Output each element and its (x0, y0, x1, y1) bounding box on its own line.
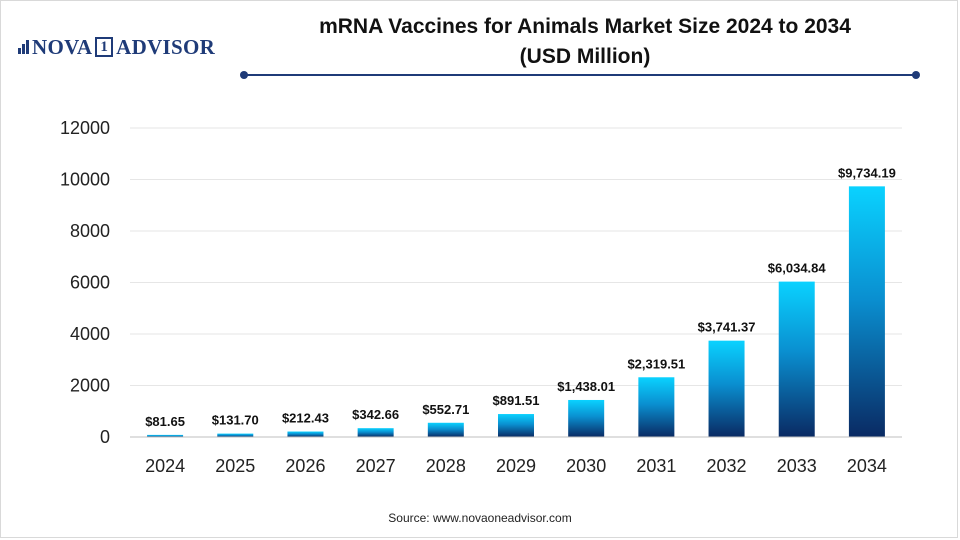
data-label-2030: $1,438.01 (557, 379, 615, 394)
bar-chart-icon (18, 40, 30, 54)
data-label-2031: $2,319.51 (627, 356, 685, 371)
data-label-2026: $212.43 (282, 411, 329, 426)
y-tick-label: 10000 (60, 170, 110, 190)
x-tick-label-2029: 2029 (496, 456, 536, 476)
data-labels: $81.65 $131.70 $212.43 $342.66 $552.71 $891.5… (145, 165, 896, 429)
x-tick-label-2028: 2028 (426, 456, 466, 476)
x-tick-label-2026: 2026 (285, 456, 325, 476)
y-tick-label: 6000 (70, 273, 110, 293)
data-label-2033: $6,034.84 (768, 261, 827, 276)
title-underline (240, 71, 920, 79)
bar-2024 (147, 434, 184, 437)
bar-2028 (427, 422, 464, 437)
chart-title-line2: (USD Million) (519, 45, 651, 68)
bar-2030 (568, 399, 605, 437)
bar-2034 (848, 186, 885, 437)
y-axis-ticks: 0 2000 4000 6000 8000 10000 12000 (60, 118, 110, 447)
y-tick-label: 0 (100, 427, 110, 447)
x-tick-label-2024: 2024 (145, 456, 185, 476)
logo-suffix: ADVISOR (116, 34, 216, 59)
y-tick-label: 12000 (60, 118, 110, 138)
data-label-2032: $3,741.37 (698, 320, 756, 335)
bar-2033 (778, 281, 815, 437)
source-note: Source: www.novaoneadvisor.com (388, 511, 572, 525)
y-tick-label: 8000 (70, 221, 110, 241)
logo-prefix: NOVA (32, 34, 93, 59)
x-tick-label-2034: 2034 (847, 456, 887, 476)
x-tick-label-2030: 2030 (566, 456, 606, 476)
x-tick-label-2031: 2031 (636, 456, 676, 476)
y-tick-label: 4000 (70, 324, 110, 344)
logo-number: 1 (95, 37, 114, 57)
chart-title: mRNA Vaccines for Animals Market Size 20… (250, 12, 920, 72)
data-label-2034: $9,734.19 (838, 165, 896, 180)
bar-2032 (708, 340, 745, 437)
brand-logo: NOVA 1 ADVISOR (18, 34, 216, 59)
data-label-2027: $342.66 (352, 407, 399, 422)
x-tick-label-2025: 2025 (215, 456, 255, 476)
x-tick-label-2027: 2027 (356, 456, 396, 476)
bars (147, 186, 885, 437)
x-tick-label-2032: 2032 (707, 456, 747, 476)
bar-2029 (498, 414, 534, 437)
bar-2025 (217, 433, 254, 437)
data-label-2025: $131.70 (212, 413, 259, 428)
data-label-2028: $552.71 (422, 402, 469, 417)
data-label-2024: $81.65 (145, 414, 185, 429)
x-axis-ticks: 2024 2025 2026 2027 2028 2029 2030 2031 2032 2033… (145, 456, 887, 476)
bar-2027 (357, 428, 394, 437)
x-tick-label-2033: 2033 (777, 456, 817, 476)
y-tick-label: 2000 (70, 376, 110, 396)
data-label-2029: $891.51 (493, 393, 540, 408)
gridlines (130, 127, 902, 386)
chart-title-line1: mRNA Vaccines for Animals Market Size 20… (319, 15, 851, 38)
bar-2026 (287, 431, 324, 437)
bar-2031 (638, 377, 675, 437)
